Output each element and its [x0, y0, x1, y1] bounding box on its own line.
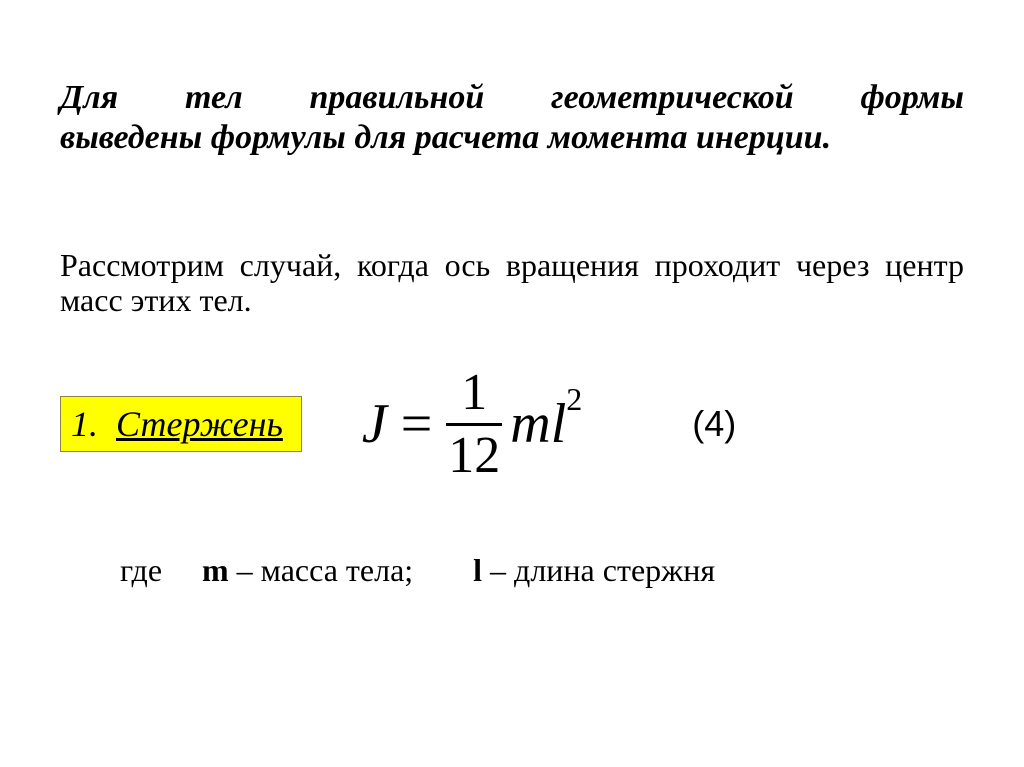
slide-title: Для тел правильной геометрической формы …: [60, 78, 964, 158]
equation-number: (4): [692, 403, 736, 445]
formula-equals: =: [401, 392, 433, 456]
case-word: Стержень: [116, 404, 283, 444]
fraction-numerator: 1: [455, 367, 493, 419]
case-label-box: 1. Стержень: [60, 396, 302, 452]
slide-content: Для тел правильной геометрической формы …: [0, 0, 1024, 629]
formula-row: 1. Стержень J = 1 12 ml2 (4): [60, 367, 964, 482]
formula-fraction: 1 12: [446, 367, 502, 482]
where-m-text: – масса тела;: [229, 552, 413, 588]
where-var-m: m: [202, 552, 229, 588]
where-line: где m – масса тела; l – длина стержня: [60, 552, 964, 589]
formula: J = 1 12 ml2: [362, 367, 582, 482]
formula-rhs-var: ml: [510, 393, 566, 455]
where-prefix: где: [120, 552, 162, 588]
fraction-denominator: 12: [446, 430, 502, 482]
fraction-bar: [446, 423, 502, 426]
where-var-l: l: [473, 552, 482, 588]
where-l-text: – длина стержня: [482, 552, 715, 588]
case-number: 1.: [71, 404, 98, 444]
title-line-2: выведены формулы для расчета момента ине…: [60, 118, 964, 158]
formula-rhs-exp: 2: [566, 381, 582, 417]
intro-paragraph: Рассмотрим случай, когда ось вращения пр…: [60, 248, 964, 318]
formula-lhs: J: [362, 392, 387, 456]
formula-rhs: ml2: [510, 392, 582, 456]
title-line-1: Для тел правильной геометрической формы: [60, 78, 964, 118]
